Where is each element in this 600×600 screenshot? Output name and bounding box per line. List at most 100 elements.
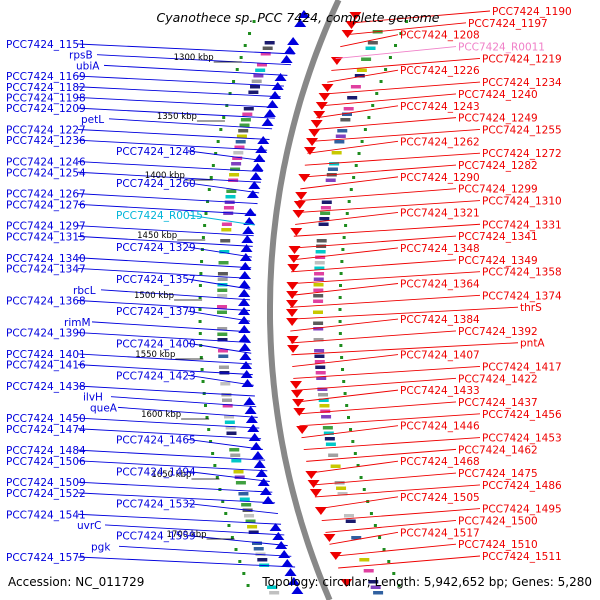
minus-strand-feature xyxy=(284,568,297,576)
leader-line xyxy=(187,150,265,162)
leader-line xyxy=(310,129,481,142)
gc-content-dot xyxy=(340,260,344,263)
cog-category-feature xyxy=(314,360,325,364)
minus-strand-feature xyxy=(283,46,296,54)
cog-category-feature xyxy=(233,151,244,155)
cog-category-feature xyxy=(359,558,370,562)
right-gene-label: PCC7424_1249 xyxy=(458,113,538,125)
cog-category-feature xyxy=(373,591,384,595)
minus-strand-feature xyxy=(238,343,251,351)
cog-category-feature xyxy=(234,145,245,149)
left-gene-label: PCC7424_1541 xyxy=(6,509,86,521)
left-gene-label: PCC7424_1246 xyxy=(6,157,86,169)
right-gene-label: PCC7424_R0011 xyxy=(458,42,545,54)
minus-strand-feature xyxy=(241,379,254,387)
cog-category-feature xyxy=(218,261,229,265)
gc-content-dot xyxy=(369,512,373,515)
minus-strand-feature xyxy=(255,145,268,153)
plus-strand-feature xyxy=(313,111,326,119)
scale-ticks: 1300 kbp 1350 kbp 1400 kbp 1450 kbp 1500 kbp… xyxy=(134,53,242,540)
cog-category-feature xyxy=(228,178,239,182)
leader-line xyxy=(187,374,254,386)
cog-category-feature xyxy=(331,151,342,155)
left-gene-label: pgk xyxy=(91,541,111,553)
cog-category-feature xyxy=(324,437,335,441)
gc-content-dot xyxy=(347,416,351,419)
scale-label: 1550 kbp xyxy=(135,350,175,360)
gc-content-dot xyxy=(198,284,202,287)
left-gene-label: ilvH xyxy=(83,392,103,404)
cog-category-feature xyxy=(336,486,347,490)
left-gene-label: PCC7424_1276 xyxy=(6,199,86,211)
cog-category-feature xyxy=(329,162,340,166)
leader-line xyxy=(77,129,270,140)
cog-category-feature xyxy=(313,283,324,287)
gc-content-dot xyxy=(204,212,208,215)
cog-category-feature xyxy=(350,85,361,89)
minus-strand-feature xyxy=(239,253,252,261)
cog-category-feature xyxy=(315,250,326,254)
gc-content-dot xyxy=(359,476,363,479)
cog-category-feature xyxy=(313,321,324,325)
leader-line xyxy=(77,193,258,205)
right-gene-label: PCC7424_1310 xyxy=(482,196,562,208)
gc-content-dot xyxy=(356,464,360,467)
gc-content-dot xyxy=(219,128,223,131)
cog-category-feature xyxy=(343,107,354,111)
minus-strand-feature xyxy=(266,100,279,108)
right-gene-label: PCC7424_1272 xyxy=(482,148,562,160)
leader-line xyxy=(77,257,252,269)
cog-category-feature xyxy=(319,217,330,221)
cog-category-feature xyxy=(313,327,324,331)
plus-strand-feature xyxy=(286,282,299,290)
minus-strand-feature xyxy=(269,523,282,531)
gc-content-dot xyxy=(392,572,396,575)
right-gene-label: PCC7424_1422 xyxy=(458,373,538,385)
leader-line xyxy=(77,86,281,98)
gc-content-dot xyxy=(207,188,211,191)
plus-strand-feature xyxy=(340,579,353,587)
cog-category-feature xyxy=(315,255,326,259)
minus-strand-feature xyxy=(238,289,251,297)
plus-strand-feature xyxy=(286,318,299,326)
scale-label: 1400 kbp xyxy=(145,171,185,181)
right-gene-label: PCC7424_1240 xyxy=(458,89,538,101)
minus-strand-feature xyxy=(239,361,252,369)
cog-category-feature xyxy=(314,349,325,353)
leader-line xyxy=(103,64,288,76)
gc-content-dot xyxy=(345,404,349,407)
right-gene-label: PCC7424_1407 xyxy=(400,350,480,362)
leader-line xyxy=(323,81,481,95)
cog-category-feature xyxy=(354,74,365,78)
left-gene-label: PCC7424_R0015 xyxy=(116,210,203,222)
right-gene-label: pntA xyxy=(520,338,545,350)
gc-content-dot xyxy=(227,524,231,527)
cog-category-feature xyxy=(234,475,245,479)
gc-content-dot xyxy=(200,368,204,371)
cog-category-feature xyxy=(240,118,251,122)
plus-strand-feature xyxy=(305,471,318,479)
cog-category-feature xyxy=(231,162,242,166)
leader-line xyxy=(289,294,481,308)
leader-line xyxy=(77,171,261,183)
left-gene-label: PCC7424_1465 xyxy=(116,434,196,446)
gc-content-dot xyxy=(339,344,343,347)
right-gene-label: PCC7424_1453 xyxy=(482,433,562,445)
cog-category-feature xyxy=(217,338,228,342)
cog-category-feature xyxy=(368,580,379,584)
right-gene-label: PCC7424_1505 xyxy=(400,492,480,504)
plus-strand-feature xyxy=(323,534,336,542)
cog-category-feature xyxy=(220,239,231,243)
gc-content-dot xyxy=(199,356,203,359)
minus-strand-feature xyxy=(297,10,310,18)
cog-category-feature xyxy=(314,272,325,276)
gc-content-dot xyxy=(353,452,357,455)
cog-category-feature xyxy=(319,404,330,408)
cog-category-feature xyxy=(235,140,246,144)
cog-category-feature xyxy=(313,310,324,314)
leader-line xyxy=(118,545,292,557)
leader-line xyxy=(327,69,399,83)
plus-strand-feature xyxy=(309,489,322,497)
cog-category-feature xyxy=(321,200,332,204)
cog-category-feature xyxy=(323,431,334,435)
